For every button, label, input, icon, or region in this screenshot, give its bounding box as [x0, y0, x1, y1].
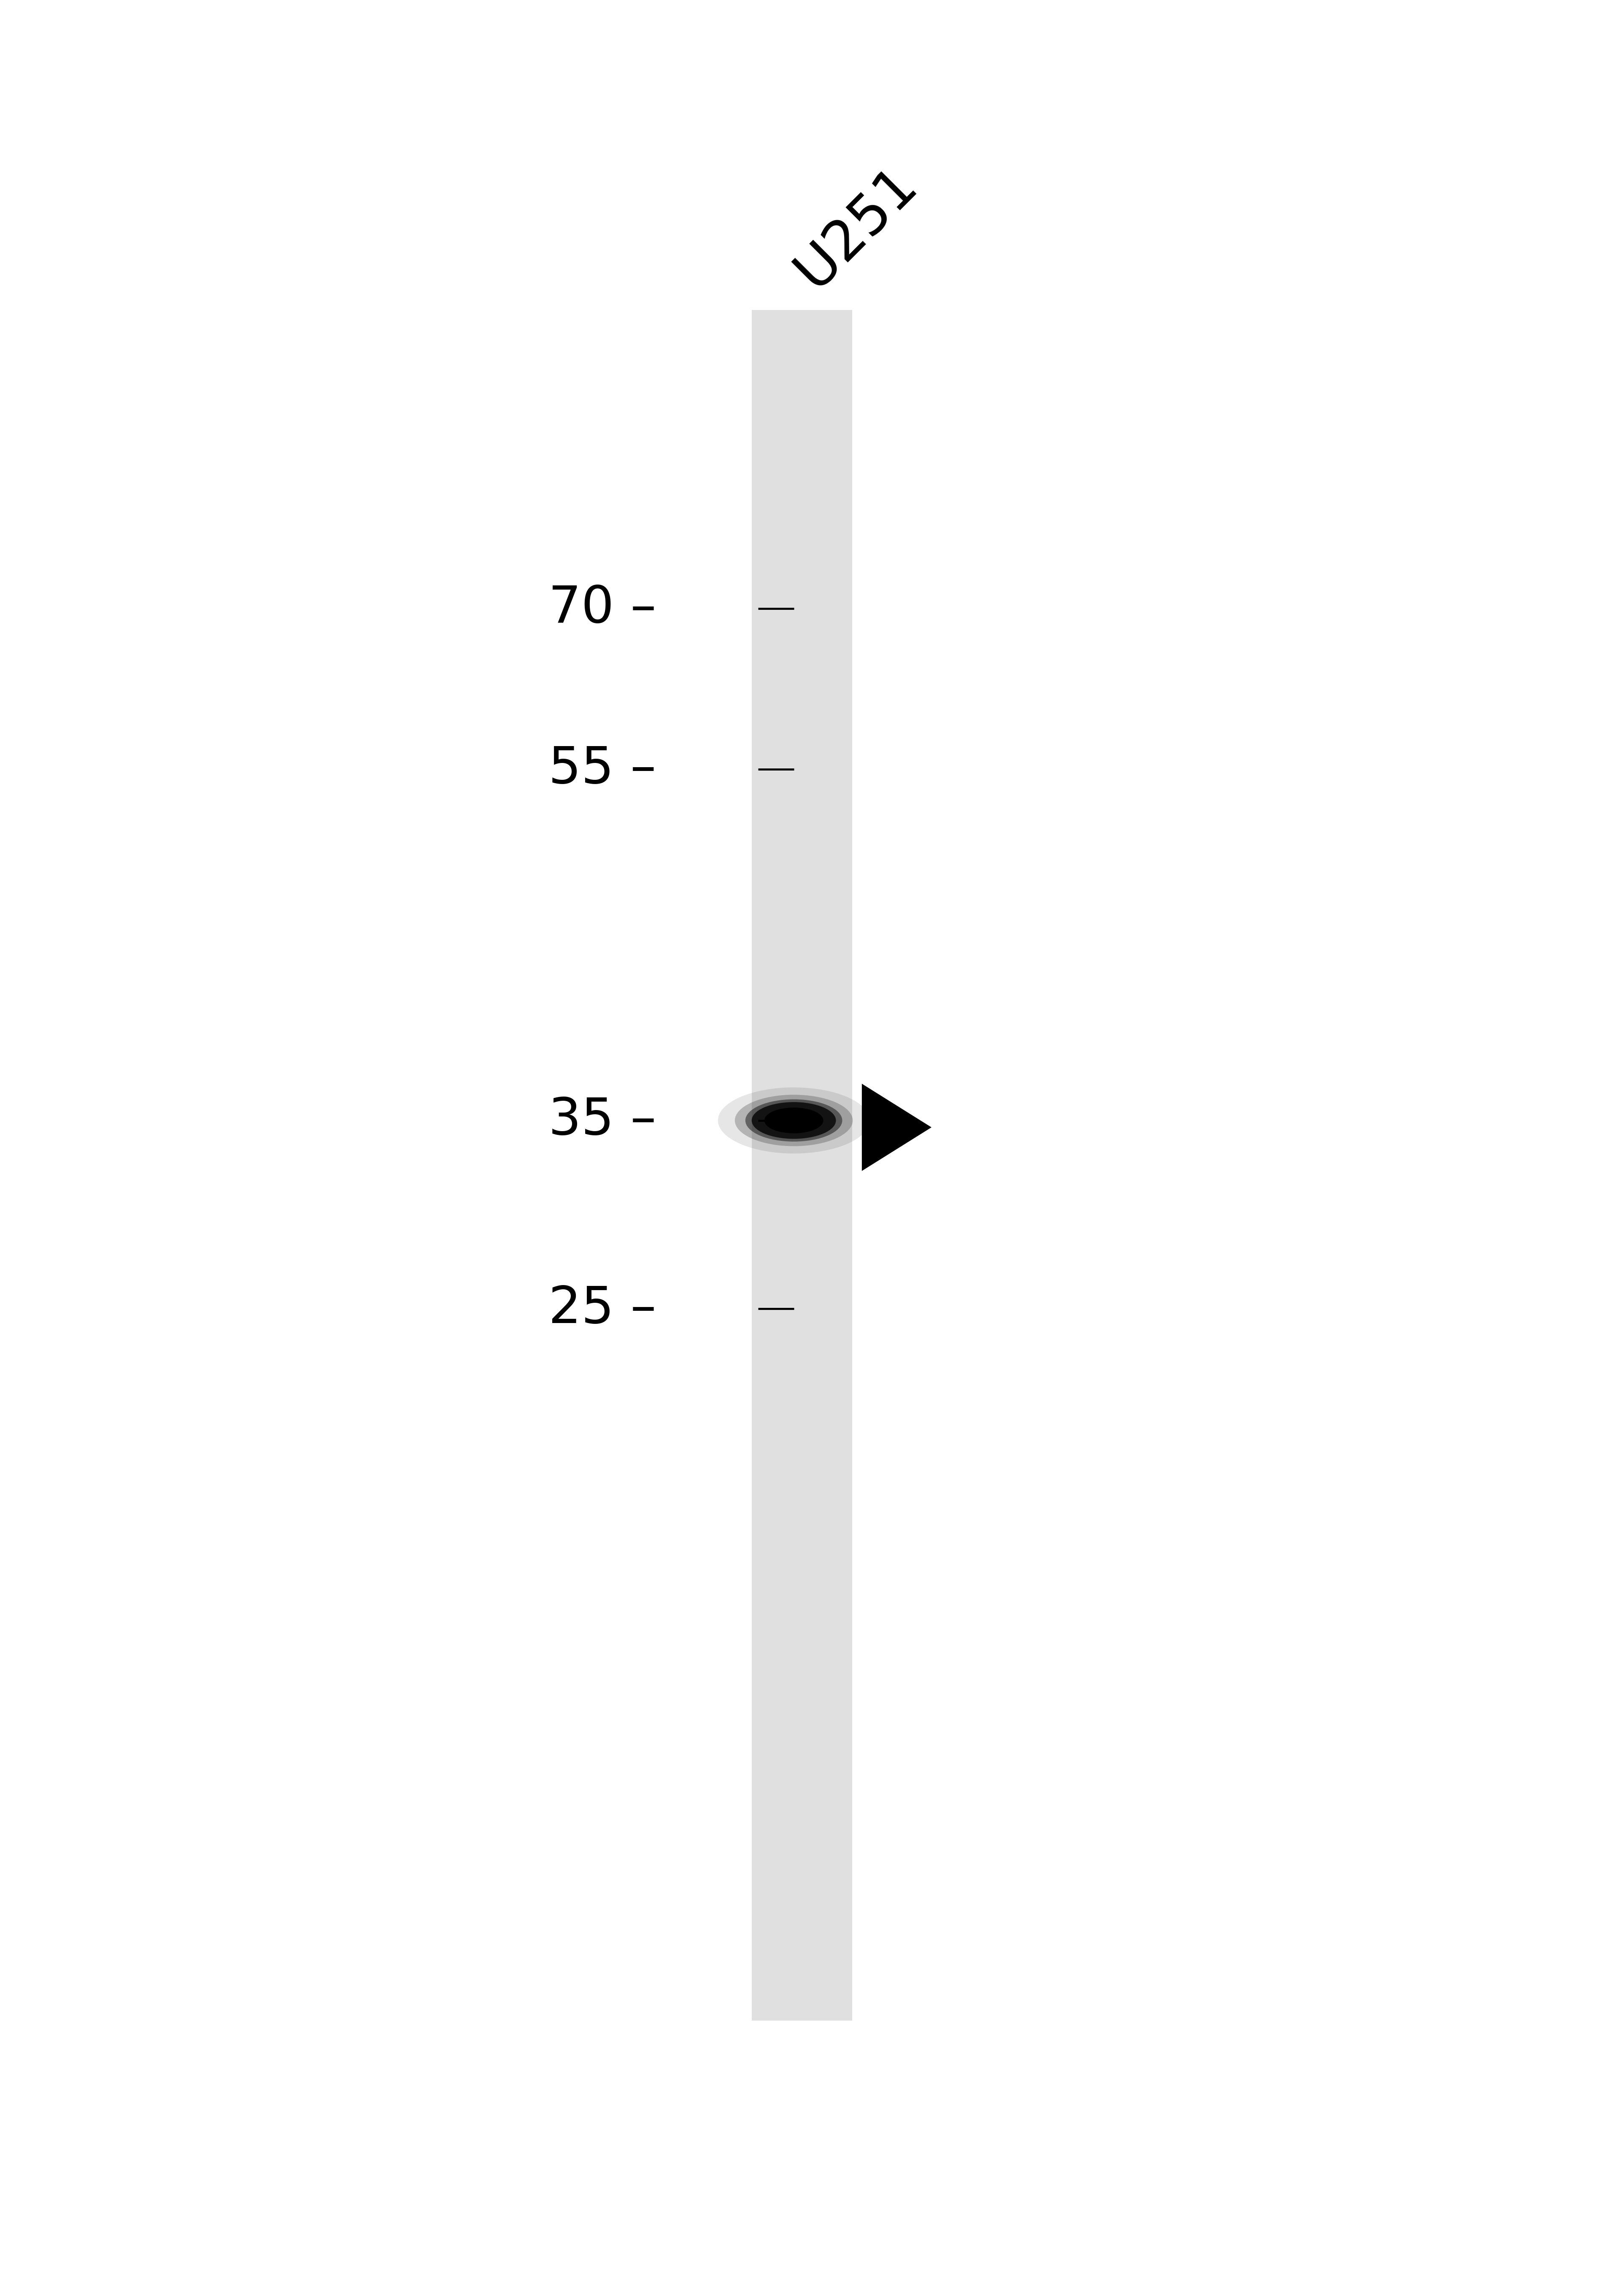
Text: 55 –: 55 – — [548, 744, 656, 794]
Ellipse shape — [745, 1100, 842, 1141]
Text: 25 –: 25 – — [548, 1283, 656, 1334]
Text: 35 –: 35 – — [548, 1095, 656, 1146]
Text: U251: U251 — [786, 156, 927, 298]
Bar — [752, 310, 852, 2020]
Ellipse shape — [752, 1102, 836, 1139]
Ellipse shape — [718, 1088, 870, 1153]
Ellipse shape — [765, 1107, 823, 1134]
Polygon shape — [862, 1084, 932, 1171]
Text: 70 –: 70 – — [548, 583, 656, 634]
Ellipse shape — [735, 1095, 852, 1146]
